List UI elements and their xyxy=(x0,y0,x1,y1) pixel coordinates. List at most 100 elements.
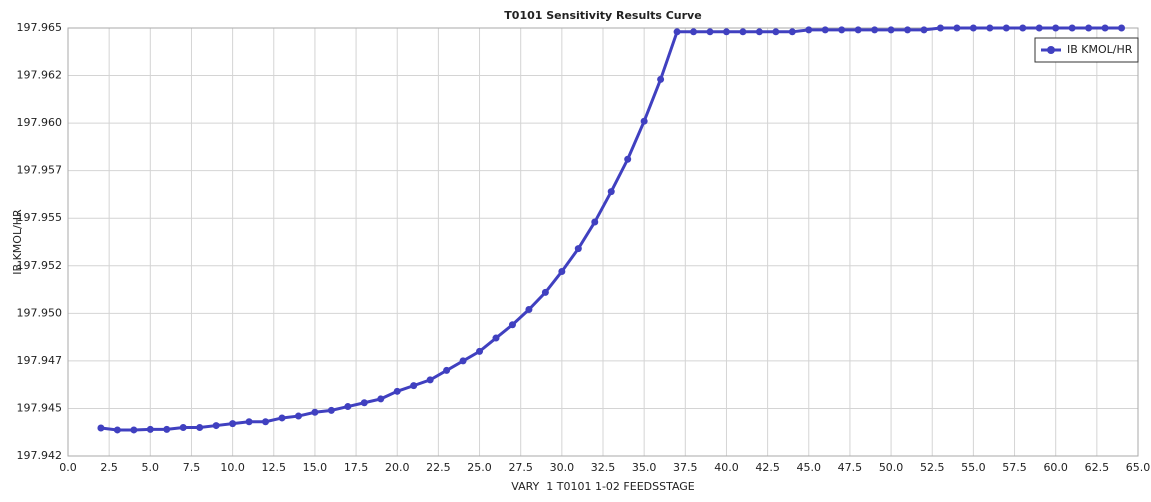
data-point xyxy=(1052,24,1060,32)
data-point xyxy=(1002,24,1010,32)
data-point xyxy=(690,28,698,36)
data-point xyxy=(344,403,352,411)
data-point xyxy=(591,218,599,226)
data-point xyxy=(1118,24,1126,32)
data-point xyxy=(426,376,434,384)
x-tick-label: 25.0 xyxy=(467,461,492,474)
data-point xyxy=(1068,24,1076,32)
data-point xyxy=(410,382,418,390)
data-point xyxy=(245,418,253,426)
x-tick-label: 52.5 xyxy=(920,461,945,474)
x-tick-label: 0.0 xyxy=(59,461,77,474)
plot-frame xyxy=(67,27,1139,457)
data-point xyxy=(805,26,813,34)
x-tick-label: 55.0 xyxy=(961,461,986,474)
data-point xyxy=(1101,24,1109,32)
data-point xyxy=(294,412,302,420)
data-point xyxy=(640,117,648,125)
data-point xyxy=(838,26,846,34)
x-tick-label: 40.0 xyxy=(714,461,739,474)
data-point xyxy=(525,306,533,314)
data-point xyxy=(558,267,566,275)
x-tick-label: 12.5 xyxy=(262,461,287,474)
data-point xyxy=(327,406,335,414)
data-point xyxy=(492,334,500,342)
x-tick-label: 42.5 xyxy=(755,461,780,474)
x-tick-label: 45.0 xyxy=(797,461,822,474)
legend-marker xyxy=(1047,46,1055,54)
data-point xyxy=(262,418,270,426)
data-point xyxy=(706,28,714,36)
x-tick-label: 47.5 xyxy=(838,461,863,474)
data-point xyxy=(508,321,516,329)
y-tick-label: 197.962 xyxy=(17,69,63,82)
data-point xyxy=(821,26,829,34)
x-tick-label: 65.0 xyxy=(1126,461,1151,474)
data-point xyxy=(904,26,912,34)
data-point xyxy=(229,420,237,428)
data-point xyxy=(196,423,204,431)
x-tick-label: 30.0 xyxy=(550,461,575,474)
data-point xyxy=(657,75,665,83)
x-tick-label: 7.5 xyxy=(183,461,201,474)
data-point xyxy=(986,24,994,32)
x-tick-label: 37.5 xyxy=(673,461,698,474)
x-tick-label: 35.0 xyxy=(632,461,657,474)
data-point xyxy=(788,28,796,36)
y-tick-label: 197.945 xyxy=(17,401,63,414)
data-point xyxy=(607,188,615,196)
data-point xyxy=(163,425,171,433)
x-tick-label: 50.0 xyxy=(879,461,904,474)
y-tick-label: 197.950 xyxy=(17,306,63,319)
y-tick-label: 197.947 xyxy=(17,354,63,367)
data-point xyxy=(1085,24,1093,32)
data-point xyxy=(360,399,368,407)
x-tick-label: 15.0 xyxy=(303,461,328,474)
legend-label: IB KMOL/HR xyxy=(1067,43,1133,56)
data-point xyxy=(278,414,286,422)
y-tick-label: 197.957 xyxy=(17,164,63,177)
data-point xyxy=(113,426,121,434)
data-point xyxy=(130,426,138,434)
series-line xyxy=(100,26,1122,432)
data-point xyxy=(1019,24,1027,32)
data-point xyxy=(97,424,105,432)
data-point xyxy=(476,347,484,355)
data-point xyxy=(871,26,879,34)
data-point xyxy=(722,28,730,36)
data-point xyxy=(854,26,862,34)
data-point xyxy=(1035,24,1043,32)
x-tick-label: 62.5 xyxy=(1085,461,1110,474)
x-tick-label: 32.5 xyxy=(591,461,616,474)
x-tick-label: 27.5 xyxy=(508,461,533,474)
y-tick-label: 197.965 xyxy=(17,21,63,34)
y-tick-label: 197.942 xyxy=(17,449,63,462)
data-point xyxy=(377,395,385,403)
x-tick-label: 2.5 xyxy=(100,461,118,474)
data-point xyxy=(574,245,582,253)
data-point xyxy=(179,423,187,431)
y-axis-label: IB KMOL/HR xyxy=(11,209,24,275)
x-axis-label: VARY 1 T0101 1-02 FEEDSSTAGE xyxy=(511,480,695,493)
data-point xyxy=(887,26,895,34)
data-point xyxy=(146,425,154,433)
data-point xyxy=(755,28,763,36)
x-tick-label: 10.0 xyxy=(220,461,245,474)
y-tick-label: 197.955 xyxy=(17,211,63,224)
x-tick-label: 20.0 xyxy=(385,461,410,474)
data-point xyxy=(212,422,220,430)
data-point xyxy=(393,387,401,395)
data-point xyxy=(311,408,319,416)
data-point xyxy=(541,288,549,296)
data-point xyxy=(953,24,961,32)
data-point xyxy=(920,26,928,34)
data-point xyxy=(739,28,747,36)
data-point xyxy=(772,28,780,36)
x-tick-label: 57.5 xyxy=(1002,461,1027,474)
data-point xyxy=(443,366,451,374)
x-tick-label: 60.0 xyxy=(1043,461,1068,474)
y-tick-label: 197.960 xyxy=(17,116,63,129)
data-point xyxy=(673,28,681,36)
chart-title: T0101 Sensitivity Results Curve xyxy=(504,9,701,22)
